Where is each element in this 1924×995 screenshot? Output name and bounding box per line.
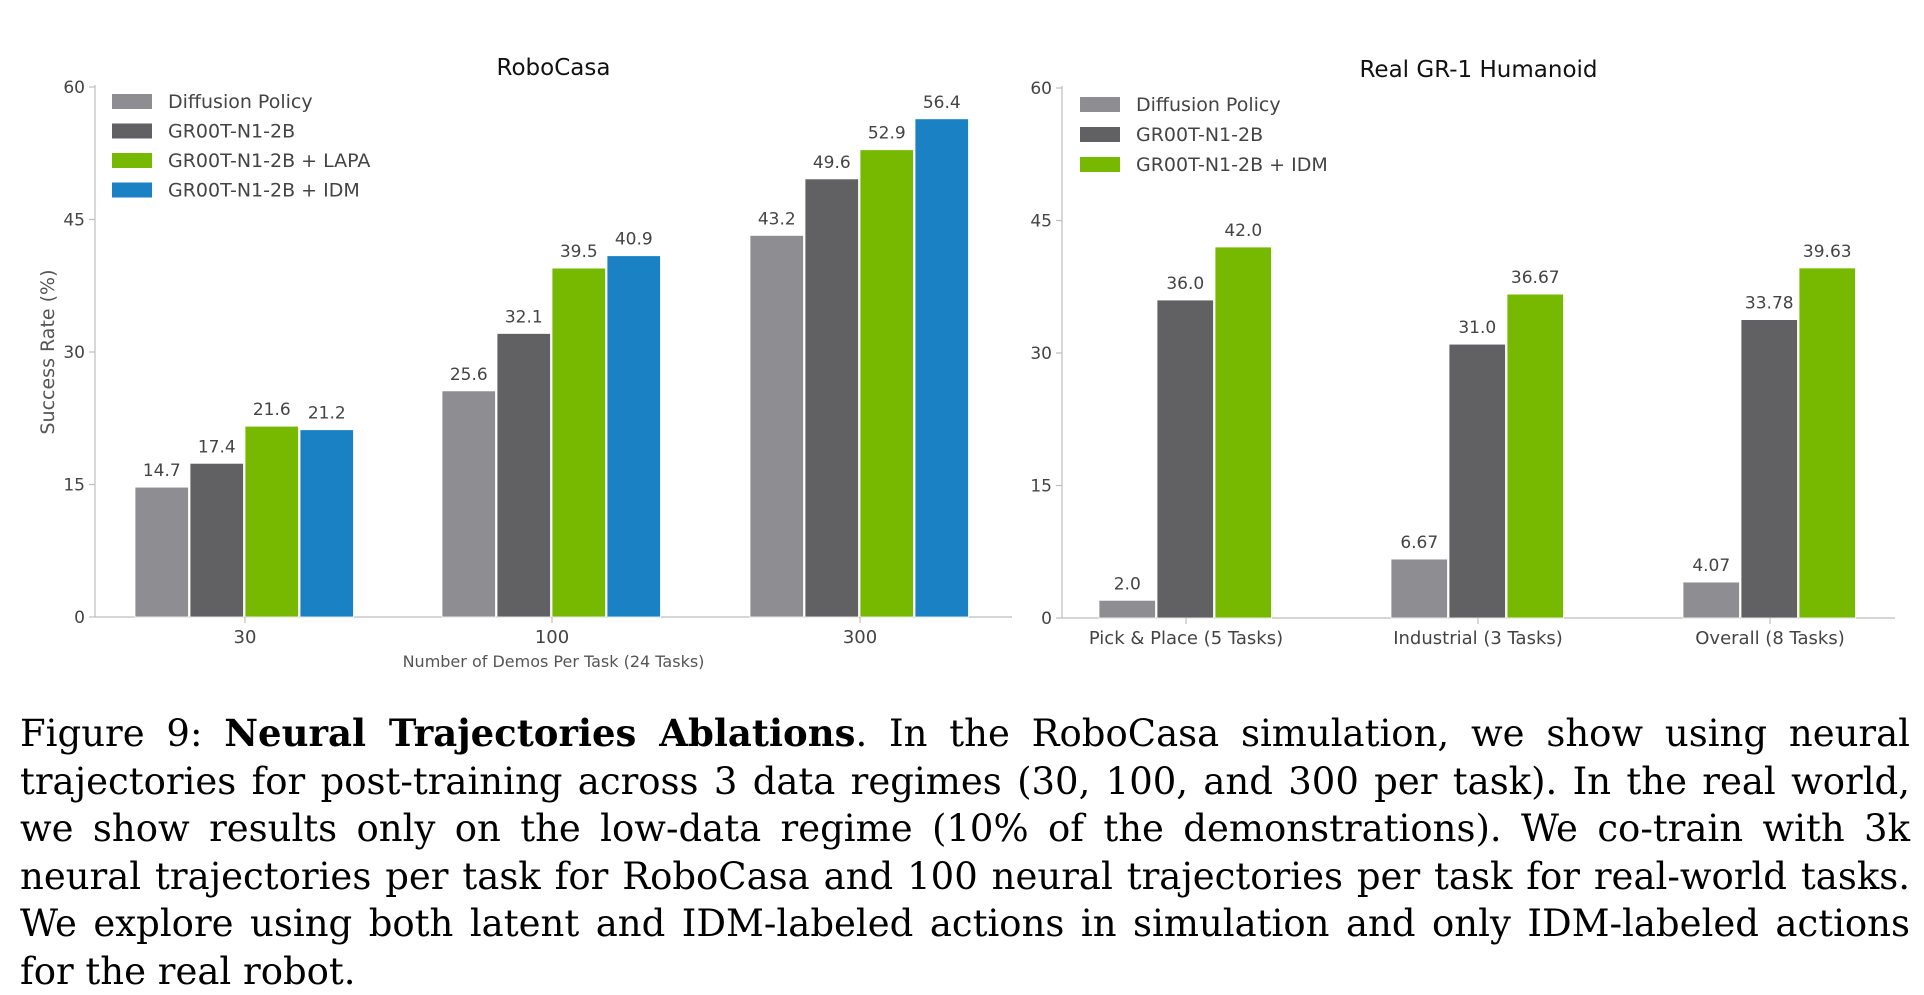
bar-gr00t-n1-2b-idm-100: [606, 255, 661, 618]
chart-real-gr1-humanoid: Real GR-1 Humanoid 0 15 30 45 60 2.0 36.0 42.0 Pi…: [1030, 57, 1895, 649]
bar-value-label: 21.2: [308, 404, 346, 424]
bar-value-label: 2.0: [1114, 574, 1141, 594]
bar-value-label: 32.1: [505, 307, 543, 327]
bar-value-label: 56.4: [923, 93, 961, 113]
chart-title: RoboCasa: [497, 55, 611, 81]
bar-gr00t-n1-2b-300: [804, 178, 859, 618]
bar-value-label: 36.0: [1166, 274, 1204, 294]
bar-value-label: 14.7: [143, 461, 181, 481]
legend-swatch-diffusion-policy: [112, 94, 152, 109]
bar-value-label: 31.0: [1458, 318, 1496, 338]
legend-label: Diffusion Policy: [168, 91, 313, 113]
bar-gr00t-n1-2b-pick-place-5-tasks: [1156, 299, 1214, 619]
bar-value-label: 17.4: [198, 437, 236, 457]
bar-gr00t-n1-2b-lapa-30: [244, 425, 299, 618]
bar-value-label: 39.5: [560, 242, 598, 262]
legend-swatch-gr00t-n1-2b: [1080, 127, 1120, 142]
bar-value-label: 25.6: [450, 365, 488, 385]
legend-swatch-gr00t-n1-2b: [112, 123, 152, 139]
y-tick-label: 60: [63, 78, 85, 98]
legend-label: GR00T-N1-2B + IDM: [168, 180, 360, 202]
bar-gr00t-n1-2b-100: [496, 333, 551, 618]
y-tick-label: 0: [74, 608, 85, 628]
legend-swatch-gr00t-n1-2b-idm: [112, 182, 152, 198]
bar-gr00t-n1-2b-lapa-300: [859, 149, 914, 618]
bar-gr00t-n1-2b-industrial-3-tasks: [1448, 343, 1506, 619]
legend-label: GR00T-N1-2B: [1136, 124, 1263, 146]
legend-swatch-gr00t-n1-2b-idm: [1080, 157, 1120, 172]
bar-diffusion-policy-300: [749, 234, 804, 618]
caption-bold-title: Neural Trajectories Ablations: [224, 711, 856, 755]
legend: Diffusion Policy GR00T-N1-2B GR00T-N1-2B +…: [112, 91, 370, 202]
bar-value-label: 21.6: [253, 400, 291, 420]
bar-diffusion-policy-30: [134, 486, 189, 618]
y-tick-label: 30: [63, 343, 85, 363]
bar-gr00t-n1-2b-30: [189, 462, 244, 618]
x-tick-label: Pick & Place (5 Tasks): [1089, 628, 1283, 649]
x-tick-label: 300: [843, 627, 877, 648]
y-tick-label: 45: [63, 211, 85, 231]
bar-gr00t-n1-2b-idm-industrial-3-tasks: [1506, 293, 1564, 619]
legend-swatch-gr00t-n1-2b-lapa: [112, 153, 152, 168]
bar-value-label: 36.67: [1511, 268, 1560, 288]
bar-value-label: 42.0: [1224, 221, 1262, 241]
bar-diffusion-policy-pick-place-5-tasks: [1098, 599, 1156, 619]
bar-value-label: 4.07: [1692, 556, 1730, 576]
y-tick-label: 30: [1030, 344, 1052, 364]
x-tick-label: 100: [535, 627, 569, 648]
y-tick-label: 15: [63, 476, 85, 496]
bar-diffusion-policy-industrial-3-tasks: [1390, 558, 1448, 619]
x-axis-label: Number of Demos Per Task (24 Tasks): [403, 652, 705, 671]
bar-value-label: 43.2: [758, 209, 796, 229]
x-tick-label: Overall (8 Tasks): [1695, 628, 1845, 649]
y-tick-label: 0: [1041, 609, 1052, 629]
legend-label: GR00T-N1-2B + LAPA: [168, 150, 370, 172]
x-tick-label: Industrial (3 Tasks): [1393, 628, 1563, 649]
bar-diffusion-policy-overall-8-tasks: [1682, 581, 1740, 619]
chart-title: Real GR-1 Humanoid: [1359, 57, 1597, 83]
bar-gr00t-n1-2b-idm-300: [914, 118, 969, 618]
figure-charts: RoboCasa 0 15 30 45 60 Success Rate (%) 14.7 17.…: [37, 55, 1895, 671]
bar-value-label: 39.63: [1803, 242, 1852, 262]
bar-gr00t-n1-2b-lapa-100: [551, 267, 606, 618]
bar-gr00t-n1-2b-idm-pick-place-5-tasks: [1214, 246, 1272, 619]
bar-value-label: 49.6: [813, 153, 851, 173]
legend-label: Diffusion Policy: [1136, 94, 1281, 116]
legend-label: GR00T-N1-2B + IDM: [1136, 154, 1328, 176]
caption-label: Figure 9:: [20, 712, 225, 755]
x-tick-label: 30: [234, 627, 257, 648]
legend-swatch-diffusion-policy: [1080, 97, 1120, 112]
y-tick-label: 15: [1030, 477, 1052, 497]
bar-value-label: 6.67: [1400, 533, 1438, 553]
bar-gr00t-n1-2b-overall-8-tasks: [1740, 319, 1798, 619]
legend-label: GR00T-N1-2B: [168, 121, 295, 143]
y-tick-label: 45: [1030, 212, 1052, 232]
bar-value-label: 52.9: [868, 124, 906, 144]
figure-caption: Figure 9: Neural Trajectories Ablations.…: [20, 710, 1910, 995]
bar-gr00t-n1-2b-idm-30: [299, 429, 354, 618]
y-tick-label: 60: [1030, 79, 1052, 99]
bar-value-label: 40.9: [615, 230, 653, 250]
y-axis-label: Success Rate (%): [37, 269, 59, 434]
legend: Diffusion Policy GR00T-N1-2B GR00T-N1-2B +…: [1080, 94, 1328, 176]
bar-diffusion-policy-100: [441, 390, 496, 618]
bar-gr00t-n1-2b-idm-overall-8-tasks: [1798, 267, 1856, 619]
chart-robocasa: RoboCasa 0 15 30 45 60 Success Rate (%) 14.7 17.…: [37, 55, 1012, 671]
bar-value-label: 33.78: [1745, 294, 1794, 314]
